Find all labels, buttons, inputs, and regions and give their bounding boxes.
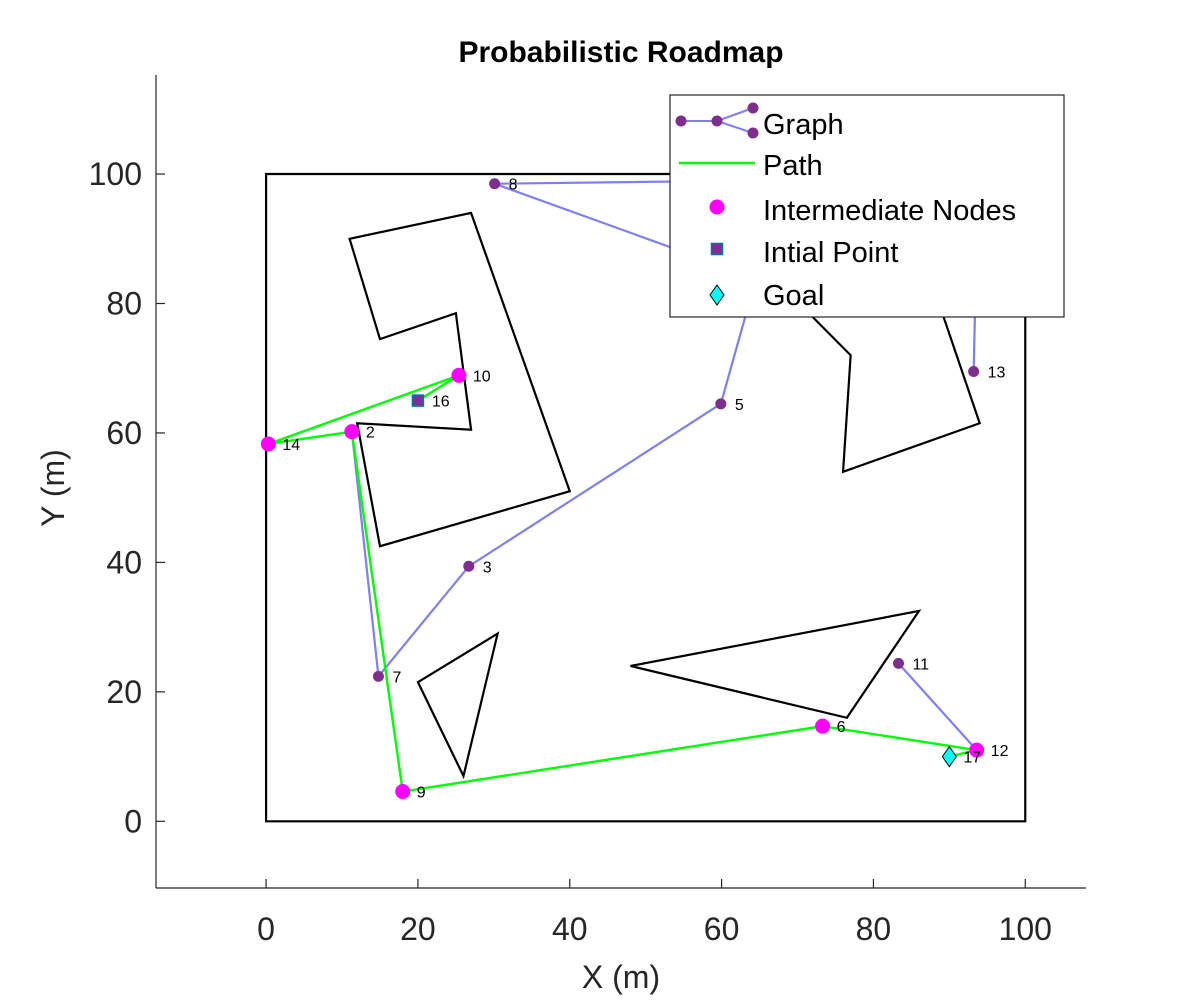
legend-graph-node-1 (675, 115, 687, 127)
legend-initial-marker (710, 242, 724, 256)
node-label-7: 7 (392, 669, 401, 686)
intermediate-node-9 (395, 784, 411, 800)
obstacle-2 (416, 631, 500, 780)
intermediate-node-12 (969, 742, 985, 758)
node-label-12: 12 (991, 743, 1009, 760)
legend-goal-marker (709, 284, 725, 306)
graph-node-8 (489, 178, 501, 190)
graph-edge-7 (350, 431, 380, 677)
legend-intermediate-marker (709, 199, 725, 215)
graph-node-13 (968, 365, 980, 377)
goal-marker (941, 745, 957, 768)
node-label-16: 16 (432, 394, 450, 411)
y-tick-label-60: 60 (106, 415, 142, 451)
graph-node-3 (463, 560, 475, 572)
graph-node-7 (372, 670, 384, 682)
intermediate-node-14 (260, 436, 276, 452)
legend-graph-node-2 (711, 115, 723, 127)
node-label-2: 2 (366, 425, 375, 442)
intermediate-node-10 (451, 367, 467, 383)
legend-label-goal: Goal (763, 280, 824, 312)
initial-point-marker (411, 394, 425, 407)
path-line (267, 374, 978, 793)
graph-edge-5 (468, 402, 722, 568)
x-tick-label-100: 100 (999, 911, 1052, 947)
x-axis-label: X (m) (582, 959, 660, 995)
legend-label-intermediate: Intermediate Nodes (763, 195, 1016, 227)
x-tick-label-0: 0 (257, 911, 275, 947)
legend-graph-node-3 (747, 102, 759, 114)
y-tick-label-20: 20 (106, 674, 142, 710)
x-tick-label-60: 60 (704, 911, 740, 947)
legend-label-initial: Intial Point (763, 237, 898, 269)
y-tick-label-0: 0 (124, 803, 142, 839)
intermediate-node-6 (815, 718, 831, 734)
node-label-11: 11 (912, 656, 929, 673)
legend-label-path: Path (763, 150, 823, 182)
y-tick-label-80: 80 (106, 285, 142, 321)
graph-node-5 (715, 398, 727, 410)
y-axis-label: Y (m) (35, 449, 71, 527)
graph-edge-8 (897, 662, 978, 751)
node-label-13: 13 (988, 364, 1006, 381)
x-tick-label-40: 40 (552, 911, 588, 947)
node-label-8: 8 (509, 177, 518, 194)
intermediate-node-2 (344, 424, 360, 440)
legend-label-graph: Graph (763, 109, 844, 141)
axes: 0 20 40 60 80 100 0 20 40 60 80 100 (89, 75, 1086, 947)
obstacle-1 (348, 211, 572, 548)
y-tick-label-100: 100 (89, 156, 142, 192)
node-label-5: 5 (735, 397, 744, 414)
legend-graph-edge-3 (716, 120, 754, 134)
chart-title: Probabilistic Roadmap (458, 36, 783, 69)
node-label-14: 14 (282, 437, 300, 454)
node-label-9: 9 (417, 785, 426, 802)
legend-box (669, 94, 1065, 318)
node-label-6: 6 (837, 719, 846, 736)
x-tick-label-20: 20 (400, 911, 436, 947)
node-label-17: 17 (963, 750, 981, 767)
legend: Graph Path Intermediate Nodes Intial Point G… (669, 94, 1065, 318)
obstacle-3 (630, 609, 922, 720)
x-tick-label-80: 80 (856, 911, 892, 947)
legend-graph-edge-2 (716, 107, 754, 122)
graph-node-11 (892, 657, 904, 669)
legend-graph-icon (675, 102, 759, 139)
node-label-10: 10 (473, 368, 491, 385)
graph-edge-6 (377, 565, 470, 678)
legend-graph-node-4 (747, 127, 759, 139)
node-label-3: 3 (483, 559, 492, 576)
y-tick-label-40: 40 (106, 544, 142, 580)
